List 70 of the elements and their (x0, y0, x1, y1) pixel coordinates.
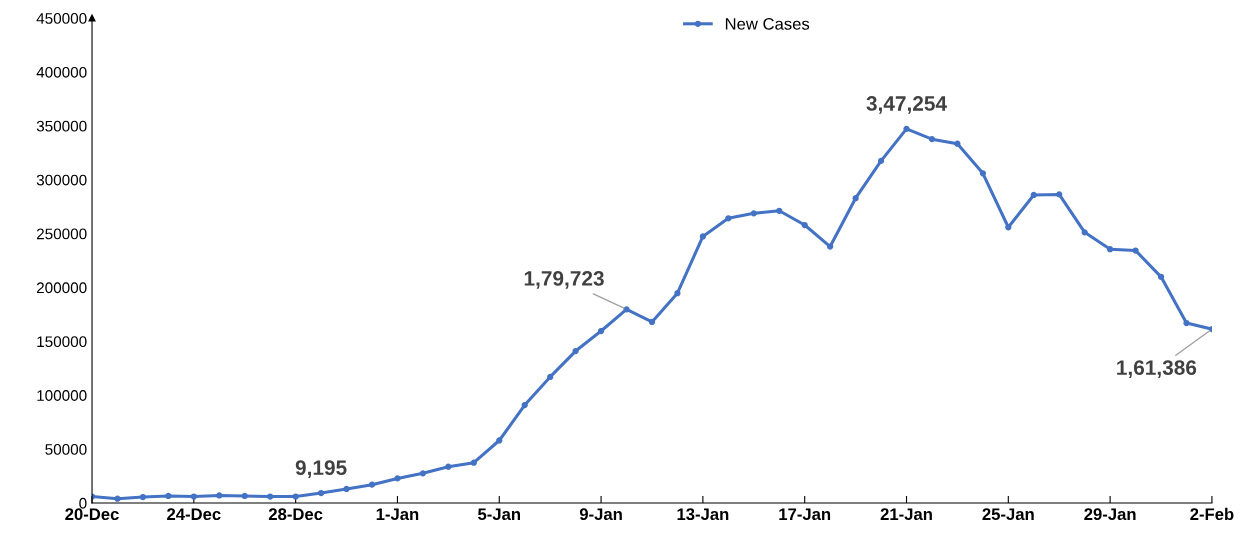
point (776, 207, 783, 214)
y-tick-label: 100000 (37, 390, 87, 401)
point (394, 475, 401, 482)
point (1056, 191, 1063, 198)
point (954, 140, 961, 147)
point (419, 470, 427, 477)
point (1081, 229, 1088, 236)
legend-label: New Cases (725, 17, 810, 30)
x-tick-label: 13-Jan (677, 508, 729, 521)
x-tick-label: 9-Jan (579, 508, 622, 521)
point (1106, 246, 1114, 253)
point (979, 170, 986, 177)
point (648, 318, 656, 326)
point (877, 157, 885, 165)
point (750, 210, 757, 217)
x-tick-label: 29-Jan (1084, 508, 1136, 521)
y-tick-label: 300000 (36, 174, 87, 186)
y-tick-label: 450000 (36, 13, 87, 24)
point (496, 437, 503, 444)
point (928, 136, 936, 143)
data-label: 1,61,386 (1117, 360, 1197, 378)
point (267, 493, 274, 500)
y-tick-label: 400000 (36, 66, 87, 78)
point (801, 221, 808, 229)
point (445, 463, 452, 470)
point (216, 492, 223, 499)
point (521, 401, 528, 409)
point (827, 243, 834, 250)
y-tick-label: 50000 (45, 443, 87, 455)
x-tick-label: 21-Jan (880, 508, 932, 521)
point (699, 233, 707, 240)
point (292, 493, 299, 500)
point (1183, 319, 1190, 327)
y-tick-label: 150000 (37, 336, 87, 348)
point (623, 306, 630, 313)
y-tick-label: 250000 (36, 228, 87, 240)
x-tick-label: 24-Dec (167, 508, 221, 521)
point (190, 493, 197, 500)
x-tick-label: 28-Dec (268, 508, 323, 521)
point (368, 481, 376, 488)
point (1005, 224, 1012, 231)
point (572, 347, 579, 355)
x-tick-label: 1-Jan (376, 508, 419, 521)
point (674, 290, 681, 297)
point (317, 489, 325, 497)
x-tick-label: 2-Feb (1190, 507, 1234, 521)
y-tick-label: 200000 (36, 282, 87, 294)
x-tick-label: 17-Jan (779, 508, 831, 521)
point (1132, 247, 1139, 254)
point (470, 459, 477, 466)
point (1030, 191, 1037, 199)
point (725, 215, 732, 222)
point (343, 485, 350, 493)
x-tick-label: 20-Dec (65, 508, 119, 521)
point (903, 125, 910, 132)
point (165, 492, 172, 500)
data-label: 1,79,723 (524, 271, 604, 289)
data-label: 3,47,254 (866, 96, 947, 114)
x-tick-label: 5-Jan (478, 508, 520, 521)
x-tick-label: 25-Jan (982, 508, 1034, 521)
point (1157, 273, 1165, 280)
point (114, 495, 121, 502)
point (547, 373, 554, 381)
point (241, 492, 248, 500)
data-label: 9,195 (295, 460, 347, 479)
y-tick-label: 350000 (36, 120, 87, 132)
point (852, 195, 859, 202)
point (597, 327, 605, 335)
point (139, 493, 147, 501)
y-tick-label: 0 (79, 497, 87, 509)
